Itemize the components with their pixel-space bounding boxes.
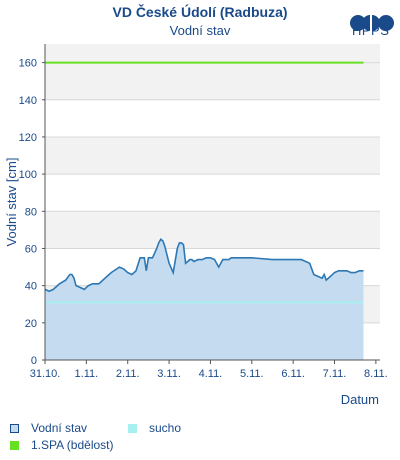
legend-item-spa1: 1.SPA (bdělost) (10, 438, 114, 452)
legend-item-sucho: sucho (128, 421, 181, 435)
series-area-vodni-stav (45, 239, 364, 360)
grid-band (45, 136, 380, 175)
x-tick-label: 1.11. (75, 368, 99, 380)
legend-item-vodni-stav: Vodní stav (10, 421, 87, 435)
hpps-logo-icon (350, 15, 394, 31)
x-tick-label: 4.11. (199, 368, 223, 380)
legend-swatch-vodni-stav (10, 423, 19, 433)
x-tick-label: 8.11. (364, 368, 388, 380)
y-tick-label: 0 (31, 355, 37, 367)
y-tick-label: 20 (25, 318, 37, 330)
x-tick-label: 5.11. (240, 368, 264, 380)
x-tick-label: 2.11. (116, 368, 140, 380)
legend-label-vodni-stav: Vodní stav (31, 421, 88, 435)
grid-band (45, 62, 380, 100)
legend-swatch-sucho (128, 423, 137, 433)
chart-title: VD České Údolí (Radbuza) (112, 4, 288, 20)
y-tick-label: 160 (19, 58, 37, 70)
x-axis-title: Datum (341, 392, 379, 407)
y-tick-label: 120 (19, 132, 37, 144)
logo-text: HPPS (352, 23, 390, 38)
legend-label-sucho: sucho (149, 421, 182, 435)
y-tick-label: 100 (19, 169, 37, 181)
legend-swatch-spa1 (10, 440, 19, 450)
grid-band (45, 44, 380, 63)
y-tick-label: 40 (25, 281, 37, 293)
y-axis-title: Vodní stav [cm] (4, 158, 19, 247)
x-tick-label: 3.11. (157, 368, 181, 380)
legend-label-spa1: 1.SPA (bdělost) (31, 438, 114, 452)
y-tick-label: 80 (25, 206, 37, 218)
series-line-vodni-stav (44, 237, 364, 293)
chart-subtitle: Vodní stav (169, 23, 231, 38)
y-tick-label: 60 (25, 243, 37, 255)
x-tick-label: 6.11. (281, 368, 305, 380)
grid-band (45, 211, 380, 249)
y-tick-label: 140 (19, 95, 37, 107)
x-tick-label: 7.11. (323, 368, 347, 380)
x-tick-label: 31.10. (30, 368, 61, 380)
